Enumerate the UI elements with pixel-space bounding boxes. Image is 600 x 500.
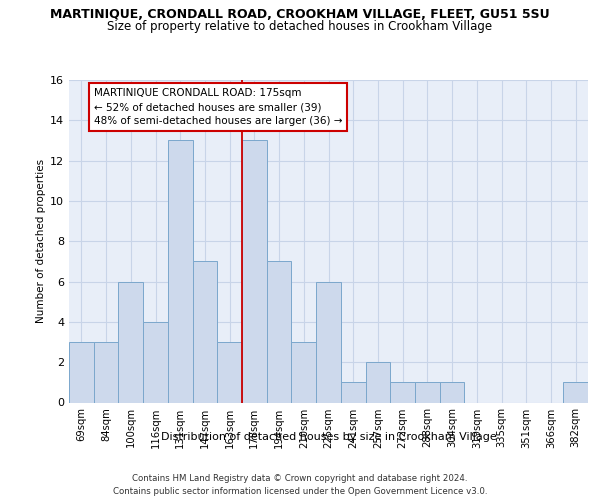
Bar [118, 282, 143, 403]
Bar [94, 342, 118, 402]
Bar [440, 382, 464, 402]
Bar [292, 342, 316, 402]
Bar [341, 382, 365, 402]
Bar [415, 382, 440, 402]
Bar [242, 140, 267, 402]
Text: Size of property relative to detached houses in Crookham Village: Size of property relative to detached ho… [107, 20, 493, 33]
Text: Distribution of detached houses by size in Crookham Village: Distribution of detached houses by size … [161, 432, 497, 442]
Text: MARTINIQUE, CRONDALL ROAD, CROOKHAM VILLAGE, FLEET, GU51 5SU: MARTINIQUE, CRONDALL ROAD, CROOKHAM VILL… [50, 8, 550, 20]
Text: Contains HM Land Registry data © Crown copyright and database right 2024.
Contai: Contains HM Land Registry data © Crown c… [113, 474, 487, 496]
Bar [217, 342, 242, 402]
Bar [267, 262, 292, 402]
Bar [390, 382, 415, 402]
Bar [193, 262, 217, 402]
Bar [168, 140, 193, 402]
Bar [563, 382, 588, 402]
Bar [143, 322, 168, 402]
Y-axis label: Number of detached properties: Number of detached properties [36, 159, 46, 324]
Text: MARTINIQUE CRONDALL ROAD: 175sqm
← 52% of detached houses are smaller (39)
48% o: MARTINIQUE CRONDALL ROAD: 175sqm ← 52% o… [94, 88, 342, 126]
Bar [316, 282, 341, 403]
Bar [365, 362, 390, 403]
Bar [69, 342, 94, 402]
